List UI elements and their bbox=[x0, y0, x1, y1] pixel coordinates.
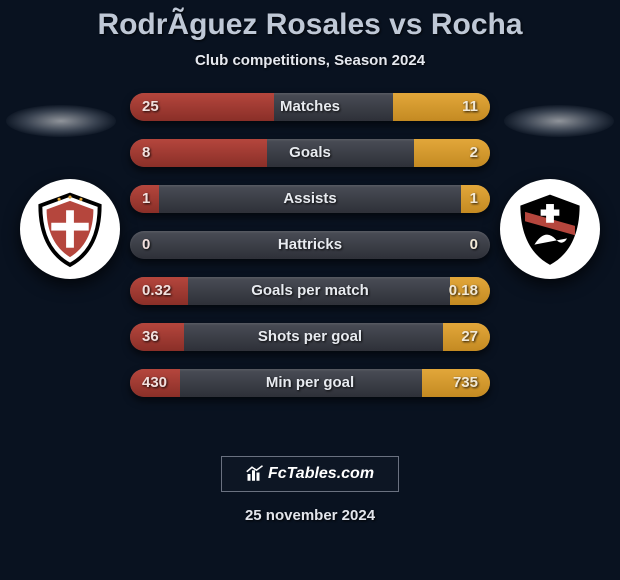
metric-label: Shots per goal bbox=[130, 323, 490, 351]
spotlight-right bbox=[504, 105, 614, 137]
metric-row: 0.320.18Goals per match bbox=[130, 277, 490, 305]
metric-value-left: 8 bbox=[142, 139, 150, 167]
metric-value-left: 430 bbox=[142, 369, 167, 397]
metric-value-right: 0 bbox=[470, 231, 478, 259]
metric-value-right: 11 bbox=[462, 93, 478, 121]
metric-value-left: 0.32 bbox=[142, 277, 171, 305]
metric-row: 2511Matches bbox=[130, 93, 490, 121]
page-subtitle: Club competitions, Season 2024 bbox=[0, 52, 620, 69]
metric-row: 1 1Assists bbox=[130, 185, 490, 213]
shield-icon bbox=[31, 190, 109, 268]
comparison-container: 2511Matches82Goals11Assists00Hattricks0.… bbox=[0, 93, 620, 453]
metric-value-left: 25 bbox=[142, 93, 159, 121]
bar-right-fill bbox=[414, 139, 490, 167]
metric-value-right: 0.18 bbox=[449, 277, 478, 305]
comparison-bars: 2511Matches82Goals11Assists00Hattricks0.… bbox=[130, 93, 490, 415]
shield-icon bbox=[511, 190, 589, 268]
metric-row: 0 0Hattricks bbox=[130, 231, 490, 259]
metric-label: Assists bbox=[130, 185, 490, 213]
metric-row: 82Goals bbox=[130, 139, 490, 167]
page-title: RodrÃ­guez Rosales vs Rocha bbox=[0, 0, 620, 42]
metric-value-right: 735 bbox=[453, 369, 478, 397]
date-label: 25 november 2024 bbox=[0, 507, 620, 524]
metric-value-right: 1 bbox=[470, 185, 478, 213]
club-badge-right bbox=[500, 179, 600, 279]
metric-row: 430735Min per goal bbox=[130, 369, 490, 397]
brand-box: FcTables.com bbox=[221, 456, 399, 492]
metric-value-right: 2 bbox=[470, 139, 478, 167]
club-badge-left bbox=[20, 179, 120, 279]
metric-value-left: 1 bbox=[142, 185, 150, 213]
metric-label: Hattricks bbox=[130, 231, 490, 259]
brand-text: FcTables.com bbox=[268, 465, 374, 483]
bar-left-fill bbox=[130, 139, 267, 167]
metric-value-right: 27 bbox=[461, 323, 478, 351]
metric-row: 36 27Shots per goal bbox=[130, 323, 490, 351]
metric-value-left: 36 bbox=[142, 323, 159, 351]
metric-value-left: 0 bbox=[142, 231, 150, 259]
spotlight-left bbox=[6, 105, 116, 137]
chart-icon bbox=[246, 465, 264, 483]
